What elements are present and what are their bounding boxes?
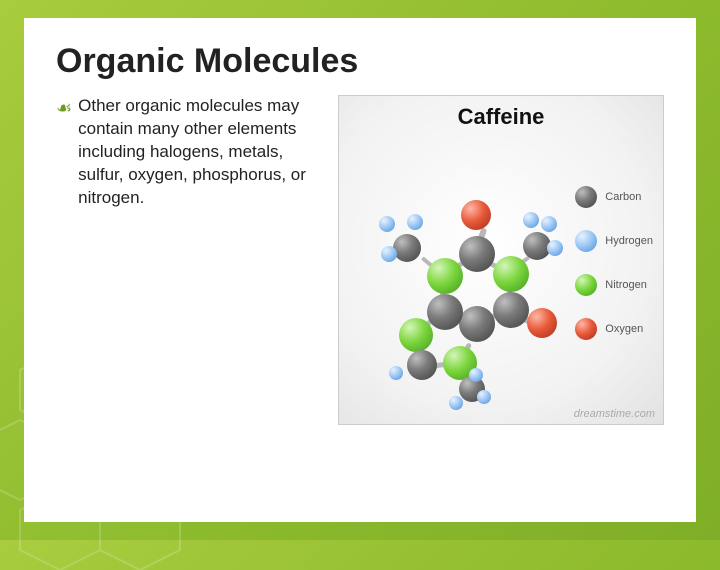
- legend-row: Oxygen: [575, 318, 653, 340]
- hydrogen-atom: [523, 212, 539, 228]
- carbon-atom: [393, 234, 421, 262]
- hydrogen-atom: [547, 240, 563, 256]
- oxygen-legend-icon: [575, 318, 597, 340]
- legend-label: Carbon: [605, 191, 641, 203]
- legend-row: Carbon: [575, 186, 653, 208]
- carbon-atom: [427, 294, 463, 330]
- hydrogen-atom: [389, 366, 403, 380]
- content-row: ☙ Other organic molecules may contain ma…: [56, 95, 664, 425]
- carbon-atom: [459, 306, 495, 342]
- carbon-atom: [493, 292, 529, 328]
- oxygen-atom: [527, 308, 557, 338]
- slide-title: Organic Molecules: [56, 42, 664, 81]
- legend-label: Oxygen: [605, 323, 643, 335]
- nitrogen-atom: [399, 318, 433, 352]
- hydrogen-atom: [449, 396, 463, 410]
- hydrogen-atom: [407, 214, 423, 230]
- legend-row: Nitrogen: [575, 274, 653, 296]
- body-text-column: ☙ Other organic molecules may contain ma…: [56, 95, 326, 425]
- legend-label: Hydrogen: [605, 235, 653, 247]
- hydrogen-atom: [379, 216, 395, 232]
- molecule-diagram: [351, 140, 581, 380]
- legend-row: Hydrogen: [575, 230, 653, 252]
- hydrogen-atom: [477, 390, 491, 404]
- hydrogen-atom: [541, 216, 557, 232]
- slide-card: Organic Molecules ☙ Other organic molecu…: [24, 18, 696, 522]
- hydrogen-legend-icon: [575, 230, 597, 252]
- legend: Carbon Hydrogen Nitrogen Oxygen: [575, 186, 653, 362]
- carbon-atom: [459, 236, 495, 272]
- molecule-title: Caffeine: [458, 104, 545, 130]
- hydrogen-atom: [381, 246, 397, 262]
- oxygen-atom: [461, 200, 491, 230]
- nitrogen-legend-icon: [575, 274, 597, 296]
- carbon-legend-icon: [575, 186, 597, 208]
- watermark-text: dreamstime.com: [574, 408, 655, 420]
- nitrogen-atom: [427, 258, 463, 294]
- hydrogen-atom: [469, 368, 483, 382]
- bullet-icon: ☙: [56, 96, 72, 120]
- molecule-image-panel: Caffeine Carbon Hydrogen Nitrogen Oxygen dr…: [338, 95, 664, 425]
- body-text: Other organic molecules may contain many…: [78, 95, 326, 210]
- nitrogen-atom: [493, 256, 529, 292]
- carbon-atom: [407, 350, 437, 380]
- legend-label: Nitrogen: [605, 279, 647, 291]
